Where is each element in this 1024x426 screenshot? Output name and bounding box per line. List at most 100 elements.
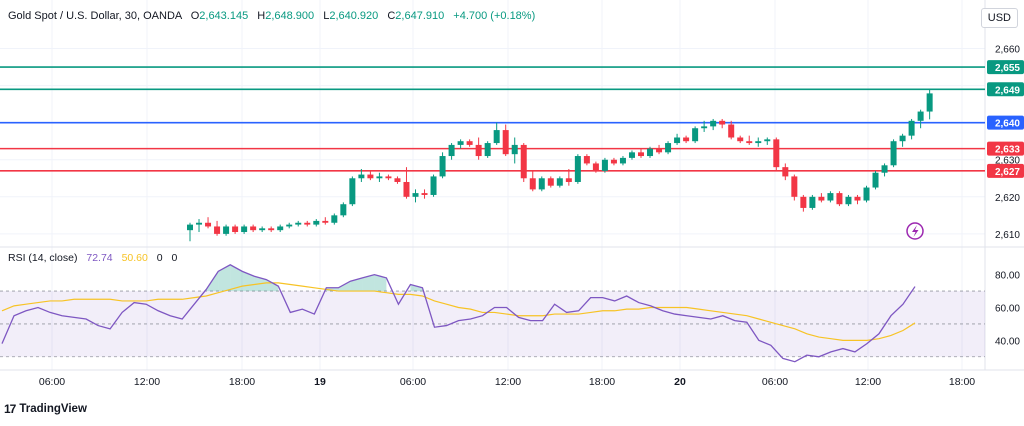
- level-price-label: 2,640: [995, 119, 1020, 130]
- candle-body: [394, 178, 401, 182]
- candle-body: [818, 196, 825, 201]
- candle-body: [250, 226, 257, 231]
- level-price-tag: [987, 115, 1024, 130]
- price-axis[interactable]: 2,6602,6502,6402,6302,6202,6102,6552,649…: [987, 45, 1024, 348]
- candle-body: [304, 222, 311, 225]
- level-price-tag: [987, 60, 1024, 75]
- candle-body: [268, 228, 275, 231]
- candle-body: [493, 130, 500, 144]
- open-value: 2,643.145: [199, 10, 249, 22]
- candle-body: [908, 120, 915, 136]
- time-tick-label: 12:00: [134, 376, 160, 388]
- candle-body: [574, 156, 581, 182]
- low-label: L: [323, 10, 330, 22]
- candle-body: [349, 178, 356, 205]
- candle-body: [692, 128, 699, 142]
- candle-body: [665, 143, 672, 153]
- alert-icon-bolt: [912, 225, 919, 237]
- rsi-overbought-segment: [350, 277, 363, 292]
- candle-body: [313, 220, 320, 225]
- candle-body: [232, 226, 239, 233]
- level-price-label: 2,655: [995, 63, 1020, 74]
- candle-body: [205, 222, 212, 227]
- price-tick-label: 2,660: [995, 45, 1020, 56]
- candle-body: [836, 193, 843, 205]
- candle-body: [430, 176, 437, 195]
- time-tick-label: 18:00: [589, 376, 615, 388]
- time-axis[interactable]: 06:00 12:00 18:00 19 06:00 12:00 18:00 20 06:00 1…: [39, 376, 975, 388]
- candle-body: [187, 224, 193, 231]
- candle-body: [484, 143, 491, 157]
- candle-body: [791, 176, 798, 197]
- tradingview-name: TradingView: [19, 403, 87, 415]
- rsi-tick-label: 80.00: [995, 271, 1020, 282]
- candle-body: [259, 228, 266, 231]
- level-price-tag: [987, 82, 1024, 97]
- rsi-tick-label: 40.00: [995, 336, 1020, 347]
- time-tick-label: 06:00: [400, 376, 426, 388]
- candle-body: [403, 181, 410, 197]
- candle-body: [520, 144, 527, 179]
- candle-body: [827, 193, 834, 201]
- candle-body: [475, 144, 482, 157]
- level-price-label: 2,649: [995, 85, 1020, 96]
- candle-body: [710, 120, 717, 127]
- candle-body: [737, 137, 744, 142]
- level-price-label: 2,627: [995, 167, 1020, 178]
- candle-body: [583, 156, 590, 164]
- horizontal-levels[interactable]: [0, 66, 985, 172]
- time-tick-label: 06:00: [762, 376, 788, 388]
- candles: [187, 89, 933, 242]
- candle-body: [538, 178, 545, 190]
- candle-body: [295, 222, 302, 225]
- candle-body: [872, 172, 879, 188]
- candle-body: [619, 157, 626, 164]
- rsi-overbought-segment: [218, 264, 231, 292]
- rsi-tick-label: 60.00: [995, 304, 1020, 315]
- candle-body: [719, 120, 726, 125]
- rsi-pane: [0, 264, 985, 363]
- candle-body: [701, 126, 708, 129]
- candle-body: [809, 196, 816, 208]
- level-price-tag: [987, 141, 1024, 156]
- symbol-title[interactable]: Gold Spot / U.S. Dollar, 30, OANDA: [8, 10, 182, 22]
- candle-body: [277, 226, 284, 231]
- candle-body: [358, 174, 365, 179]
- rsi-overbought-segment: [362, 274, 375, 292]
- candle-body: [656, 148, 663, 153]
- time-tick-label: 20: [674, 376, 686, 388]
- candle-body: [782, 167, 789, 177]
- tradingview-logo[interactable]: 17 TradingView: [4, 402, 87, 416]
- candle-body: [854, 196, 861, 201]
- candle-body: [412, 193, 419, 197]
- candle-body: [647, 148, 654, 157]
- candle-body: [845, 196, 852, 205]
- candle-body: [241, 226, 248, 233]
- candle-body: [917, 111, 924, 121]
- candle-body: [610, 159, 617, 164]
- alert-icon-ring: [906, 222, 924, 240]
- candle-body: [728, 124, 735, 138]
- candle-body: [592, 163, 599, 171]
- rsi-ma-value: 50.60: [121, 252, 148, 264]
- symbol-header: Gold Spot / U.S. Dollar, 30, OANDA O2,64…: [8, 10, 535, 22]
- rsi-value: 72.74: [86, 252, 113, 264]
- candle-body: [214, 226, 221, 234]
- price-tick-label: 2,630: [995, 156, 1020, 167]
- time-tick-label: 06:00: [39, 376, 65, 388]
- candle-body: [376, 176, 383, 179]
- rsi-line: [1, 264, 916, 363]
- rsi-extra-value-1: 0: [156, 252, 163, 264]
- rsi-label[interactable]: RSI (14, close): [8, 252, 78, 264]
- candle-body: [547, 178, 554, 186]
- currency-button[interactable]: USD: [980, 8, 1018, 28]
- candle-body: [529, 178, 536, 190]
- rsi-overbought-segment: [374, 274, 387, 292]
- rsi-extra-value-2: 0: [171, 252, 178, 264]
- lightning-alert-icon[interactable]: [906, 222, 924, 240]
- rsi-ma-line: [1, 282, 916, 341]
- candle-body: [223, 226, 230, 234]
- candle-body: [890, 141, 897, 166]
